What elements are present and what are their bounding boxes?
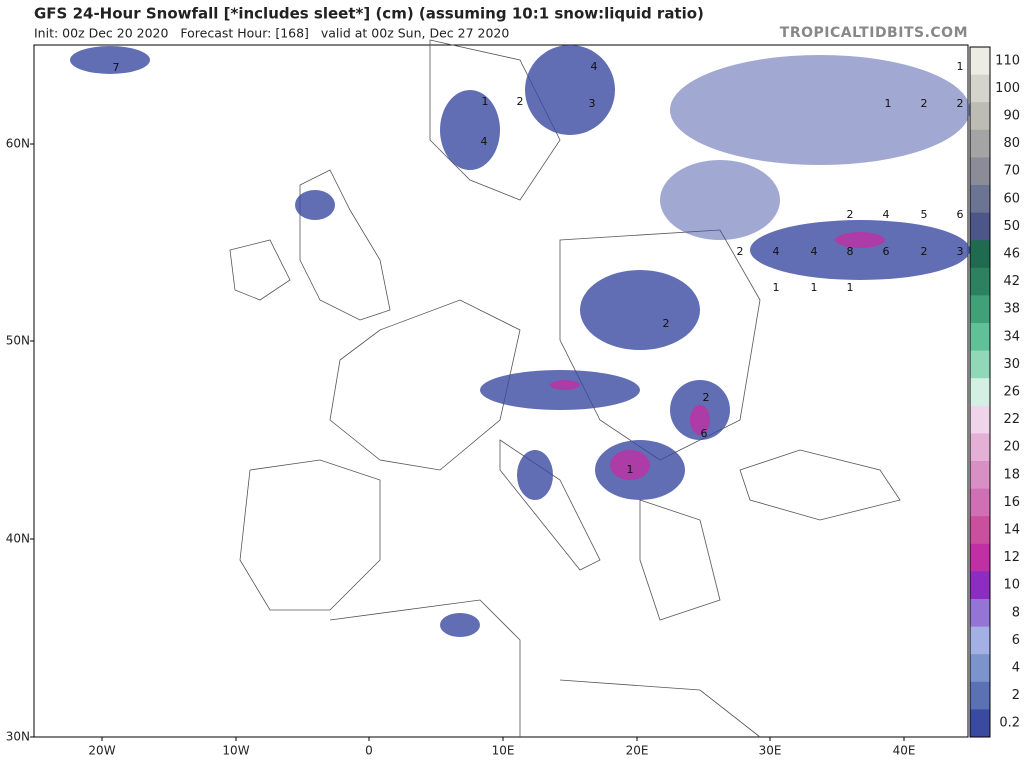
- amount-label: 1: [627, 463, 634, 476]
- colorbar-swatch: [970, 129, 990, 158]
- colorbar-swatch: [970, 102, 990, 131]
- colorbar-label: 110: [995, 53, 1020, 68]
- amount-label: 1: [773, 281, 780, 294]
- colorbar-label: 100: [995, 81, 1020, 96]
- lon-label: 20W: [88, 744, 115, 758]
- amount-label: 4: [811, 245, 818, 258]
- lon-label: 40E: [893, 744, 916, 758]
- lon-label: 10E: [492, 744, 515, 758]
- amount-label: 4: [883, 208, 890, 221]
- amount-label: 6: [957, 208, 964, 221]
- colorbar-swatch: [970, 378, 990, 407]
- amount-label: 1: [482, 95, 489, 108]
- amount-label: 2: [737, 245, 744, 258]
- colorbar-swatch: [970, 157, 990, 186]
- lat-label: 40N: [6, 532, 30, 546]
- colorbar-label: 70: [1003, 164, 1020, 179]
- heavy-snow-areas: [550, 232, 885, 480]
- colorbar-swatch: [970, 267, 990, 296]
- colorbar-swatch: [970, 654, 990, 683]
- amount-label: 3: [957, 245, 964, 258]
- colorbar-label: 2: [1012, 688, 1020, 703]
- colorbar-label: 26: [1003, 385, 1020, 400]
- colorbar-label: 6: [1012, 633, 1020, 648]
- colorbar-swatch: [970, 461, 990, 490]
- amount-label: 6: [701, 427, 708, 440]
- amount-label: 7: [113, 61, 120, 74]
- colorbar-label: 20: [1003, 440, 1020, 455]
- colorbar-swatch: [970, 681, 990, 710]
- colorbar-swatch: [970, 323, 990, 352]
- colorbar-label: 34: [1003, 329, 1020, 344]
- colorbar-swatch: [970, 185, 990, 214]
- title: GFS 24-Hour Snowfall [*includes sleet*] …: [34, 5, 704, 23]
- colorbar-label: 46: [1003, 247, 1020, 262]
- colorbar-label: 22: [1003, 412, 1020, 427]
- amount-label: 2: [921, 245, 928, 258]
- amount-label: 1: [957, 60, 964, 73]
- lat-label: 30N: [6, 730, 30, 744]
- colorbar-label: 60: [1003, 191, 1020, 206]
- colorbar-label: 38: [1003, 302, 1020, 317]
- lat-label: 50N: [6, 334, 30, 348]
- amount-label: 4: [591, 60, 598, 73]
- amount-label: 3: [589, 97, 596, 110]
- colorbar-label: 80: [1003, 136, 1020, 151]
- amount-label: 1: [847, 281, 854, 294]
- amount-label: 2: [703, 391, 710, 404]
- amount-label: 4: [481, 135, 488, 148]
- colorbar-swatch: [970, 488, 990, 517]
- colorbar-label: 12: [1003, 550, 1020, 565]
- colorbar-label: 42: [1003, 274, 1020, 289]
- colorbar-swatch: [970, 350, 990, 379]
- amount-label: 8: [847, 245, 854, 258]
- colorbar-swatch: [970, 626, 990, 655]
- colorbar-frame: [969, 46, 991, 738]
- colorbar-label: 50: [1003, 219, 1020, 234]
- coastlines: [229, 39, 901, 738]
- colorbar-label: 14: [1003, 523, 1020, 538]
- colorbar-swatch: [970, 516, 990, 545]
- lon-label: 20E: [626, 744, 649, 758]
- amount-label: 2: [957, 97, 964, 110]
- amount-label: 1: [811, 281, 818, 294]
- colorbar-label: 8: [1012, 605, 1020, 620]
- amount-label: 1: [885, 97, 892, 110]
- amount-label: 6: [883, 245, 890, 258]
- colorbar-swatch: [970, 74, 990, 103]
- colorbar-swatch: [970, 240, 990, 269]
- amount-label: 2: [921, 97, 928, 110]
- amount-label: 5: [921, 208, 928, 221]
- colorbar-swatch: [970, 599, 990, 628]
- colorbar-swatch: [970, 571, 990, 600]
- colorbar-label: 18: [1003, 467, 1020, 482]
- lat-label: 60N: [6, 137, 30, 151]
- colorbar-swatch: [970, 543, 990, 572]
- colorbar-label: 90: [1003, 109, 1020, 124]
- site-name: TROPICALTIDBITS.COM: [780, 25, 968, 41]
- amount-label: 2: [517, 95, 524, 108]
- colorbar-label: 10: [1003, 578, 1020, 593]
- lon-label: 10W: [222, 744, 249, 758]
- colorbar-label: 4: [1012, 661, 1020, 676]
- colorbar-swatch: [970, 433, 990, 462]
- colorbar-label: 16: [1003, 495, 1020, 510]
- amount-label: 2: [663, 317, 670, 330]
- colorbar-swatch: [970, 212, 990, 241]
- amount-label: 2: [847, 208, 854, 221]
- lon-label: 0: [365, 744, 373, 758]
- colorbar-label: 0.2: [999, 716, 1020, 731]
- colorbar-label: 30: [1003, 357, 1020, 372]
- colorbar-swatch: [970, 47, 990, 76]
- amount-label: 4: [773, 245, 780, 258]
- colorbar-swatch: [970, 405, 990, 434]
- colorbar-swatch: [970, 295, 990, 324]
- colorbar-swatch: [970, 709, 990, 738]
- lon-label: 30E: [759, 744, 782, 758]
- subtitle: Init: 00z Dec 20 2020 Forecast Hour: [16…: [34, 26, 509, 41]
